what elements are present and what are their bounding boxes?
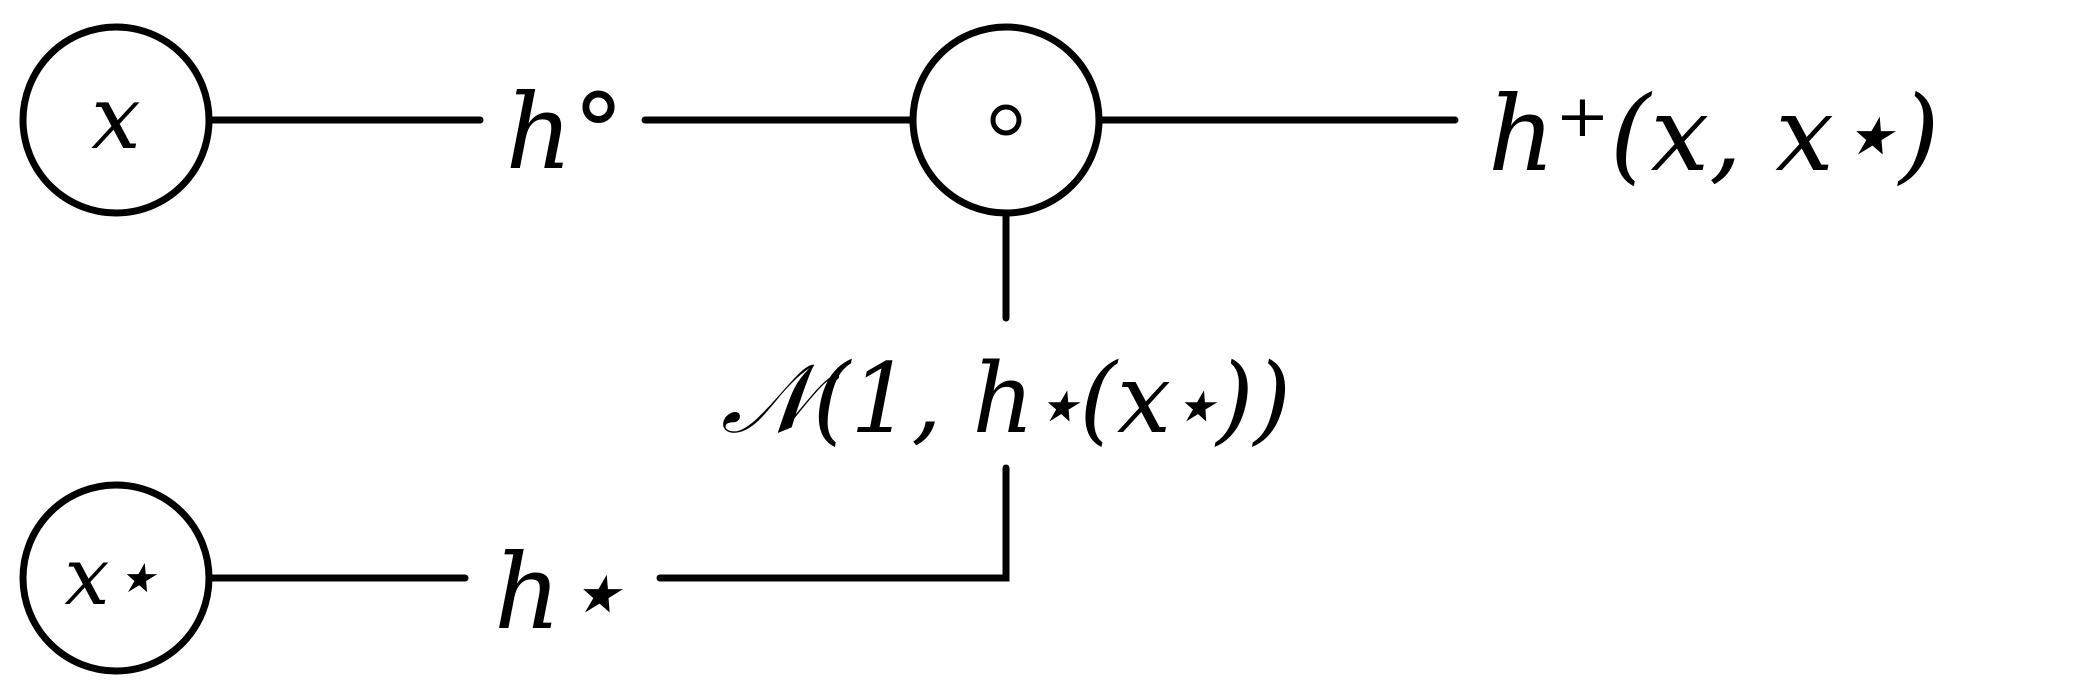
input-node-x (19, 23, 213, 217)
label-noise: 𝒩(1, h⋆(x⋆)) (721, 343, 1291, 455)
input-node-x-star (19, 481, 213, 675)
label-h-circ: h° (506, 71, 625, 193)
input-node-x-label: x (91, 66, 141, 169)
product-node-dot-icon (990, 104, 1022, 136)
wire-hstar-to-noise (656, 464, 1010, 582)
label-output: h⁺(x, x⋆) (1488, 73, 1940, 195)
label-h-star: h⋆ (494, 531, 626, 653)
input-node-x-star-label: x⋆ (64, 530, 159, 623)
